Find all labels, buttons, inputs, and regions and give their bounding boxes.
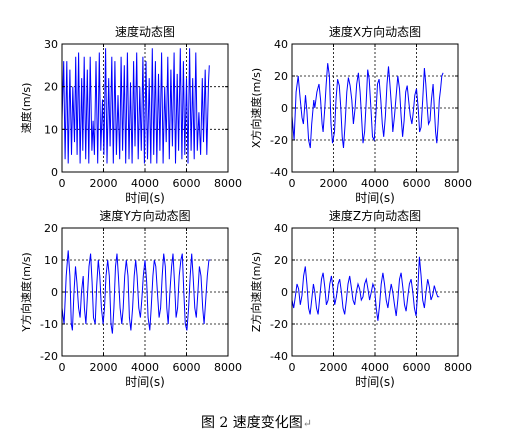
y-tick-label: -20 bbox=[270, 134, 288, 147]
x-tick-label: 4000 bbox=[131, 361, 159, 374]
chart-title: 速度Y方向动态图 bbox=[99, 208, 190, 223]
subplot-3: 0 2000 4000 6000 8000 -20 -10 0 10 20 速度Y方向动态图时间(s… bbox=[19, 208, 242, 389]
x-tick-label: 8000 bbox=[214, 177, 242, 190]
series-line-1 bbox=[61, 48, 210, 164]
x-tick-label: 6000 bbox=[403, 361, 431, 374]
x-tick-label: 2000 bbox=[320, 361, 348, 374]
y-tick-label: 20 bbox=[274, 70, 288, 83]
x-tick-label: 6000 bbox=[173, 177, 201, 190]
x-tick-label: 0 bbox=[59, 361, 66, 374]
x-tick-label: 6000 bbox=[173, 361, 201, 374]
y-tick-label: 30 bbox=[44, 38, 58, 51]
x-tick-label: 6000 bbox=[403, 177, 431, 190]
caption-text: 图 2 速度变化图 bbox=[200, 415, 303, 431]
series-line-1 bbox=[61, 250, 211, 334]
x-axis-label: 时间(s) bbox=[125, 375, 165, 389]
y-axis-label: Y方向速度(m/s) bbox=[19, 252, 33, 332]
figure-caption: 图 2 速度变化图↵ bbox=[0, 412, 513, 432]
series-line-1 bbox=[291, 256, 440, 321]
y-tick-label: 20 bbox=[44, 222, 58, 235]
y-tick-label: 0 bbox=[51, 166, 58, 179]
x-tick-label: 8000 bbox=[444, 177, 472, 190]
y-tick-label: 40 bbox=[274, 222, 288, 235]
subplot-4: 0 2000 4000 6000 8000 -40 -20 0 20 40 速度Z方向动态图时间(s… bbox=[249, 208, 472, 389]
y-tick-label: -40 bbox=[270, 166, 288, 179]
chart-title: 速度Z方向动态图 bbox=[329, 208, 421, 223]
x-tick-label: 0 bbox=[59, 177, 66, 190]
x-tick-label: 4000 bbox=[361, 361, 389, 374]
x-tick-label: 8000 bbox=[214, 361, 242, 374]
y-tick-label: 0 bbox=[281, 102, 288, 115]
y-tick-label: 10 bbox=[44, 123, 58, 136]
subplot-2: 0 2000 4000 6000 8000 -40 -20 0 20 40 速度X方向动态图时间(s… bbox=[249, 24, 472, 205]
y-tick-label: 0 bbox=[281, 286, 288, 299]
x-tick-label: 8000 bbox=[444, 361, 472, 374]
x-tick-label: 0 bbox=[289, 177, 296, 190]
y-tick-label: 20 bbox=[44, 81, 58, 94]
x-tick-label: 2000 bbox=[90, 361, 118, 374]
x-tick-label: 2000 bbox=[320, 177, 348, 190]
y-tick-label: 10 bbox=[44, 254, 58, 267]
x-tick-label: 2000 bbox=[90, 177, 118, 190]
chart-title: 速度动态图 bbox=[115, 24, 175, 39]
y-axis-label: Z方向速度(m/s) bbox=[249, 252, 263, 332]
x-tick-label: 0 bbox=[289, 361, 296, 374]
x-tick-label: 4000 bbox=[361, 177, 389, 190]
chart-title: 速度X方向动态图 bbox=[329, 24, 421, 39]
y-axis-label: X方向速度(m/s) bbox=[249, 68, 263, 148]
y-tick-label: -10 bbox=[40, 318, 58, 331]
y-tick-label: -20 bbox=[270, 318, 288, 331]
x-tick-label: 4000 bbox=[131, 177, 159, 190]
y-tick-label: 0 bbox=[51, 286, 58, 299]
y-tick-label: 40 bbox=[274, 38, 288, 51]
y-tick-label: 20 bbox=[274, 254, 288, 267]
y-tick-label: -40 bbox=[270, 350, 288, 363]
y-axis-label: 速度(m/s) bbox=[19, 83, 33, 134]
return-mark-icon: ↵ bbox=[302, 417, 313, 430]
series-line-1 bbox=[291, 63, 444, 149]
y-tick-label: -20 bbox=[40, 350, 58, 363]
x-axis-label: 时间(s) bbox=[355, 375, 395, 389]
x-axis-label: 时间(s) bbox=[125, 191, 165, 205]
x-axis-label: 时间(s) bbox=[355, 191, 395, 205]
